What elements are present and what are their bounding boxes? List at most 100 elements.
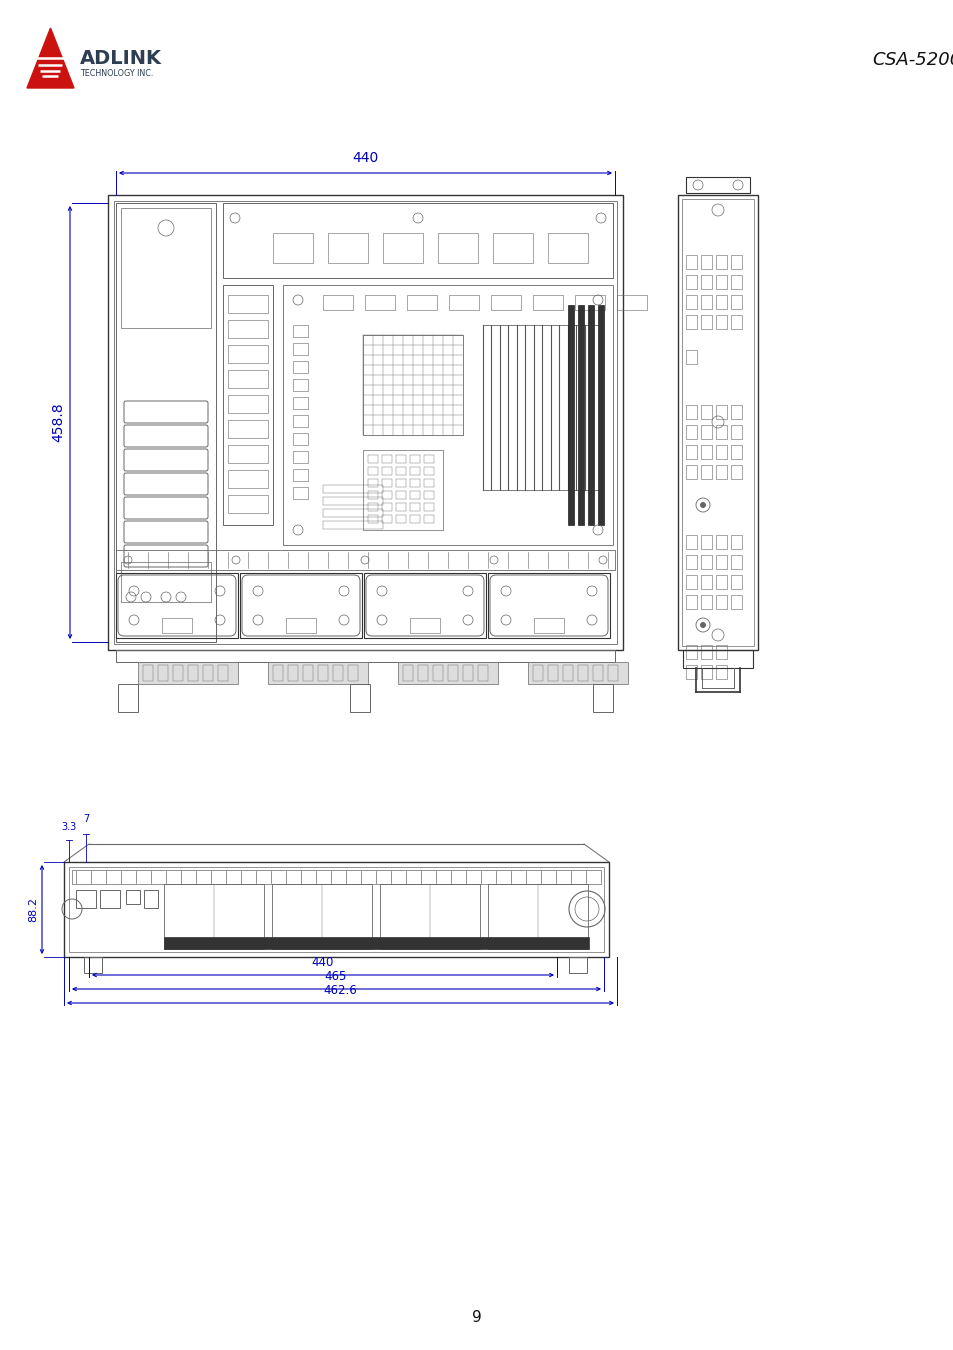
Bar: [685, 464, 697, 479]
Bar: [116, 649, 615, 662]
Bar: [381, 514, 392, 522]
Text: 440: 440: [312, 956, 334, 969]
Bar: [293, 468, 308, 481]
Bar: [423, 467, 434, 475]
Bar: [162, 618, 192, 633]
Bar: [138, 662, 237, 684]
Bar: [716, 535, 726, 549]
Bar: [681, 198, 753, 647]
Bar: [293, 379, 308, 391]
Text: 462.6: 462.6: [323, 984, 356, 998]
Bar: [228, 370, 268, 387]
Bar: [293, 343, 308, 355]
Bar: [303, 666, 313, 680]
Bar: [575, 296, 604, 310]
Bar: [685, 425, 697, 439]
Bar: [547, 666, 558, 680]
Bar: [71, 869, 600, 884]
Bar: [730, 595, 741, 609]
Bar: [172, 666, 183, 680]
Bar: [700, 575, 711, 589]
Bar: [293, 397, 308, 409]
Bar: [402, 666, 413, 680]
Bar: [368, 455, 377, 463]
Polygon shape: [27, 28, 74, 88]
Bar: [113, 201, 617, 644]
Bar: [730, 405, 741, 418]
Bar: [716, 255, 726, 269]
Bar: [108, 194, 622, 649]
Bar: [288, 666, 297, 680]
Bar: [716, 666, 726, 679]
Bar: [118, 684, 138, 711]
Bar: [533, 296, 562, 310]
Bar: [423, 514, 434, 522]
Bar: [100, 890, 120, 909]
Bar: [158, 666, 168, 680]
Bar: [700, 595, 711, 609]
Bar: [685, 255, 697, 269]
Bar: [410, 467, 419, 475]
Bar: [410, 504, 419, 512]
Bar: [69, 867, 603, 952]
Text: TECHNOLOGY INC.: TECHNOLOGY INC.: [80, 69, 153, 78]
Bar: [363, 450, 442, 531]
Bar: [293, 414, 308, 427]
Bar: [417, 666, 428, 680]
Bar: [716, 464, 726, 479]
Bar: [203, 666, 213, 680]
Bar: [482, 325, 602, 490]
Bar: [116, 202, 215, 643]
Bar: [678, 194, 758, 649]
Bar: [423, 479, 434, 487]
Bar: [685, 446, 697, 459]
Text: 3.3: 3.3: [61, 822, 76, 832]
Bar: [293, 360, 308, 373]
Bar: [121, 208, 211, 328]
Bar: [700, 446, 711, 459]
Bar: [368, 514, 377, 522]
Bar: [407, 296, 436, 310]
Bar: [716, 446, 726, 459]
Bar: [116, 572, 237, 639]
Bar: [730, 275, 741, 289]
Bar: [527, 662, 627, 684]
Bar: [143, 666, 152, 680]
Bar: [333, 666, 343, 680]
Bar: [700, 315, 711, 329]
Bar: [364, 572, 485, 639]
Bar: [76, 890, 96, 909]
Bar: [700, 405, 711, 418]
Bar: [381, 467, 392, 475]
Bar: [273, 234, 313, 263]
Bar: [488, 572, 609, 639]
Bar: [228, 495, 268, 513]
Bar: [381, 455, 392, 463]
Bar: [716, 315, 726, 329]
Bar: [293, 433, 308, 446]
Bar: [593, 666, 602, 680]
Bar: [410, 479, 419, 487]
Bar: [323, 497, 382, 505]
Bar: [730, 255, 741, 269]
Bar: [730, 464, 741, 479]
Bar: [381, 491, 392, 500]
Bar: [533, 666, 542, 680]
Bar: [379, 884, 479, 949]
Bar: [578, 666, 587, 680]
Bar: [598, 305, 603, 525]
Bar: [716, 575, 726, 589]
Bar: [685, 350, 697, 365]
Bar: [328, 234, 368, 263]
Bar: [700, 255, 711, 269]
Bar: [685, 575, 697, 589]
Bar: [116, 549, 615, 570]
Bar: [700, 296, 711, 309]
Bar: [730, 575, 741, 589]
Bar: [228, 420, 268, 437]
Bar: [567, 305, 574, 525]
Bar: [381, 504, 392, 512]
Bar: [240, 572, 361, 639]
Bar: [283, 285, 613, 545]
Bar: [700, 535, 711, 549]
